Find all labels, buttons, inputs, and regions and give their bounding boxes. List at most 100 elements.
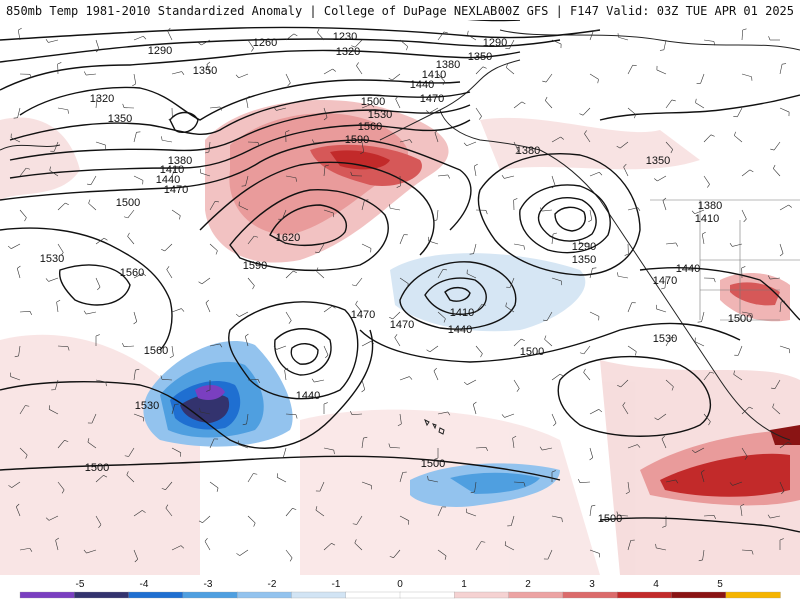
wind-barb-flag — [325, 354, 329, 359]
wind-barb-flag — [434, 129, 439, 133]
wind-barb — [124, 345, 135, 347]
wind-barb-flag — [205, 151, 210, 154]
wind-barb-flag — [103, 475, 108, 478]
wind-barb — [741, 311, 752, 315]
wind-barb — [741, 209, 747, 220]
wind-barb — [399, 139, 410, 143]
wind-barb-flag — [87, 438, 90, 443]
wind-barb — [95, 277, 101, 288]
wind-barb-flag — [323, 117, 328, 121]
wind-barb — [285, 270, 294, 279]
wind-barb — [86, 311, 97, 315]
wind-barb-flag — [389, 556, 394, 558]
wind-barb-flag — [470, 491, 475, 494]
wind-barb — [700, 472, 705, 483]
wind-barb — [354, 542, 363, 551]
wind-barb-flag — [206, 61, 211, 65]
wind-barb-flag — [351, 45, 356, 48]
wind-barb-flag — [654, 417, 659, 421]
wind-barb — [770, 277, 781, 280]
wind-barb — [205, 302, 211, 313]
wind-barb-flag — [356, 62, 359, 66]
wind-barb-flag — [480, 353, 483, 358]
wind-barb — [162, 379, 173, 381]
wind-barb — [466, 273, 477, 279]
wind-barb-flag — [389, 204, 391, 209]
wind-barb — [133, 413, 144, 418]
wind-barb-flag — [394, 334, 398, 338]
wind-barb — [285, 175, 296, 179]
wind-barb-flag — [788, 204, 792, 208]
wind-barb — [48, 39, 59, 43]
wind-barb — [361, 341, 371, 347]
wind-barb — [355, 304, 363, 313]
wind-barb-flag — [204, 538, 208, 542]
wind-barb-flag — [474, 163, 478, 167]
wind-barb-flag — [485, 447, 488, 452]
wind-barb — [582, 107, 591, 116]
wind-barb-flag — [661, 435, 665, 440]
wind-barb-flag — [447, 411, 451, 416]
wind-barb-flag — [67, 109, 69, 114]
map-title: 850mb Temp 1981-2010 Standardized Anomal… — [6, 4, 498, 18]
wind-barb — [319, 481, 325, 492]
wind-barb — [584, 133, 591, 143]
wind-barb — [779, 107, 790, 113]
wind-barb-flag — [729, 482, 733, 486]
legend-tick-label: 4 — [653, 579, 659, 590]
wind-barb-flag — [598, 409, 603, 413]
wind-barb-flag — [166, 266, 170, 270]
wind-barb — [239, 311, 249, 317]
wind-barb — [694, 341, 705, 347]
wind-barb-flag — [560, 136, 564, 140]
wind-barb — [323, 305, 333, 313]
wind-barb — [95, 39, 100, 50]
legend-tick-label: 5 — [717, 579, 723, 590]
wind-barb-flag — [132, 83, 136, 87]
wind-barb-flag — [729, 242, 733, 247]
wind-barb — [589, 209, 593, 220]
wind-barb — [618, 275, 629, 279]
wind-barb-flag — [331, 543, 336, 546]
wind-barb-flag — [315, 506, 318, 511]
wind-barb-flag — [273, 346, 277, 350]
wind-barb — [627, 481, 630, 492]
wind-barb-flag — [214, 201, 219, 203]
wind-barb-flag — [45, 517, 50, 521]
wind-barb — [95, 98, 98, 109]
wind-barb — [133, 175, 144, 181]
wind-barb — [323, 543, 332, 551]
wind-barb-flag — [333, 450, 335, 455]
wind-barb-flag — [95, 334, 100, 337]
wind-barb — [86, 73, 97, 76]
wind-barb — [737, 345, 743, 356]
wind-barb — [657, 413, 667, 421]
wind-barb — [247, 515, 256, 524]
contour-label: 1410 — [422, 69, 446, 81]
wind-barb-flag — [467, 30, 469, 35]
wind-barb — [627, 444, 638, 449]
contour-label: 1320 — [336, 46, 360, 58]
wind-barb — [95, 475, 104, 483]
wind-barb — [10, 137, 21, 143]
wind-barb — [127, 209, 135, 219]
wind-barb — [665, 479, 676, 483]
wind-barb-flag — [253, 522, 256, 527]
wind-barb — [589, 549, 600, 554]
wind-barb-flag — [742, 28, 747, 31]
wind-barb — [437, 31, 445, 41]
wind-barb — [209, 243, 218, 251]
wind-barb-flag — [397, 423, 402, 427]
wind-barb-flag — [597, 79, 599, 84]
wind-barb — [133, 549, 139, 560]
wind-barb-flag — [95, 49, 100, 53]
wind-barb-flag — [516, 388, 520, 392]
wind-barb-flag — [324, 164, 329, 167]
wind-barb — [323, 68, 333, 75]
wind-barb-flag — [126, 471, 129, 476]
wind-barb — [513, 379, 520, 389]
wind-barb-flag — [713, 41, 716, 46]
wind-barb — [732, 481, 743, 486]
contour-label: 1350 — [108, 113, 132, 125]
contour-label: 1500 — [116, 197, 140, 209]
